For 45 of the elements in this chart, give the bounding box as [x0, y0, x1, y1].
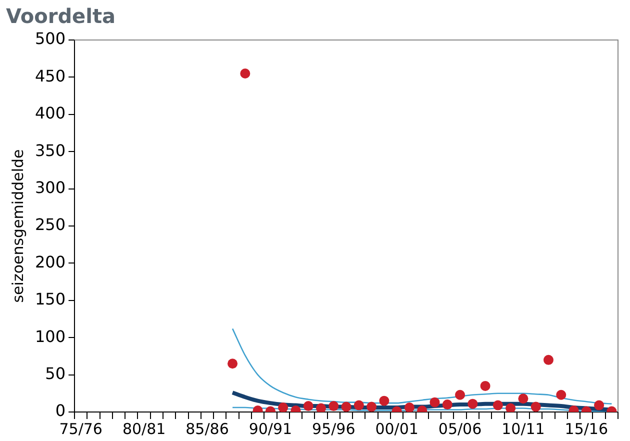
- point: [442, 400, 452, 410]
- point: [455, 390, 466, 400]
- point: [468, 398, 478, 409]
- y-tick-label: 100: [34, 326, 66, 346]
- chart-title: Voordelta: [6, 4, 116, 28]
- point: [240, 68, 250, 78]
- point: [278, 402, 288, 412]
- x-tick-label: 95/96: [312, 420, 356, 438]
- point: [354, 400, 364, 410]
- y-tick-label: 200: [34, 252, 66, 272]
- y-tick-label: 50: [45, 364, 66, 383]
- point: [366, 402, 377, 412]
- point: [480, 380, 490, 391]
- point: [228, 358, 238, 369]
- y-tick-label: 400: [34, 104, 66, 123]
- point: [594, 400, 604, 410]
- x-tick-label: 05/06: [438, 420, 482, 438]
- point: [328, 401, 339, 412]
- point: [506, 403, 516, 412]
- point: [430, 397, 440, 408]
- point: [530, 402, 541, 412]
- x-tick-label: 10/11: [502, 420, 545, 438]
- y-tick-label: 350: [34, 140, 66, 160]
- point: [316, 403, 326, 412]
- y-axis-title: seizoensgemiddelde: [8, 149, 27, 303]
- y-tick-label: 500: [34, 29, 66, 48]
- x-tick-label: 90/91: [248, 420, 292, 438]
- x-tick-label: 15/16: [564, 420, 608, 438]
- point: [404, 402, 414, 412]
- y-tick-label: 150: [34, 290, 66, 309]
- y-tick-label: 300: [34, 178, 66, 197]
- x-tick-label: 75/76: [59, 420, 102, 438]
- point: [543, 354, 554, 365]
- point: [303, 401, 314, 412]
- y-tick-label: 250: [34, 215, 66, 234]
- x-tick-label: 85/86: [186, 420, 229, 438]
- x-tick-label: 80/81: [122, 420, 166, 438]
- point: [341, 402, 352, 412]
- point: [379, 396, 390, 406]
- point: [492, 400, 503, 410]
- y-tick-label: 0: [55, 401, 66, 420]
- point: [556, 390, 566, 400]
- x-tick-label: 00/01: [375, 420, 418, 438]
- point: [518, 394, 528, 404]
- y-tick-label: 450: [34, 66, 66, 86]
